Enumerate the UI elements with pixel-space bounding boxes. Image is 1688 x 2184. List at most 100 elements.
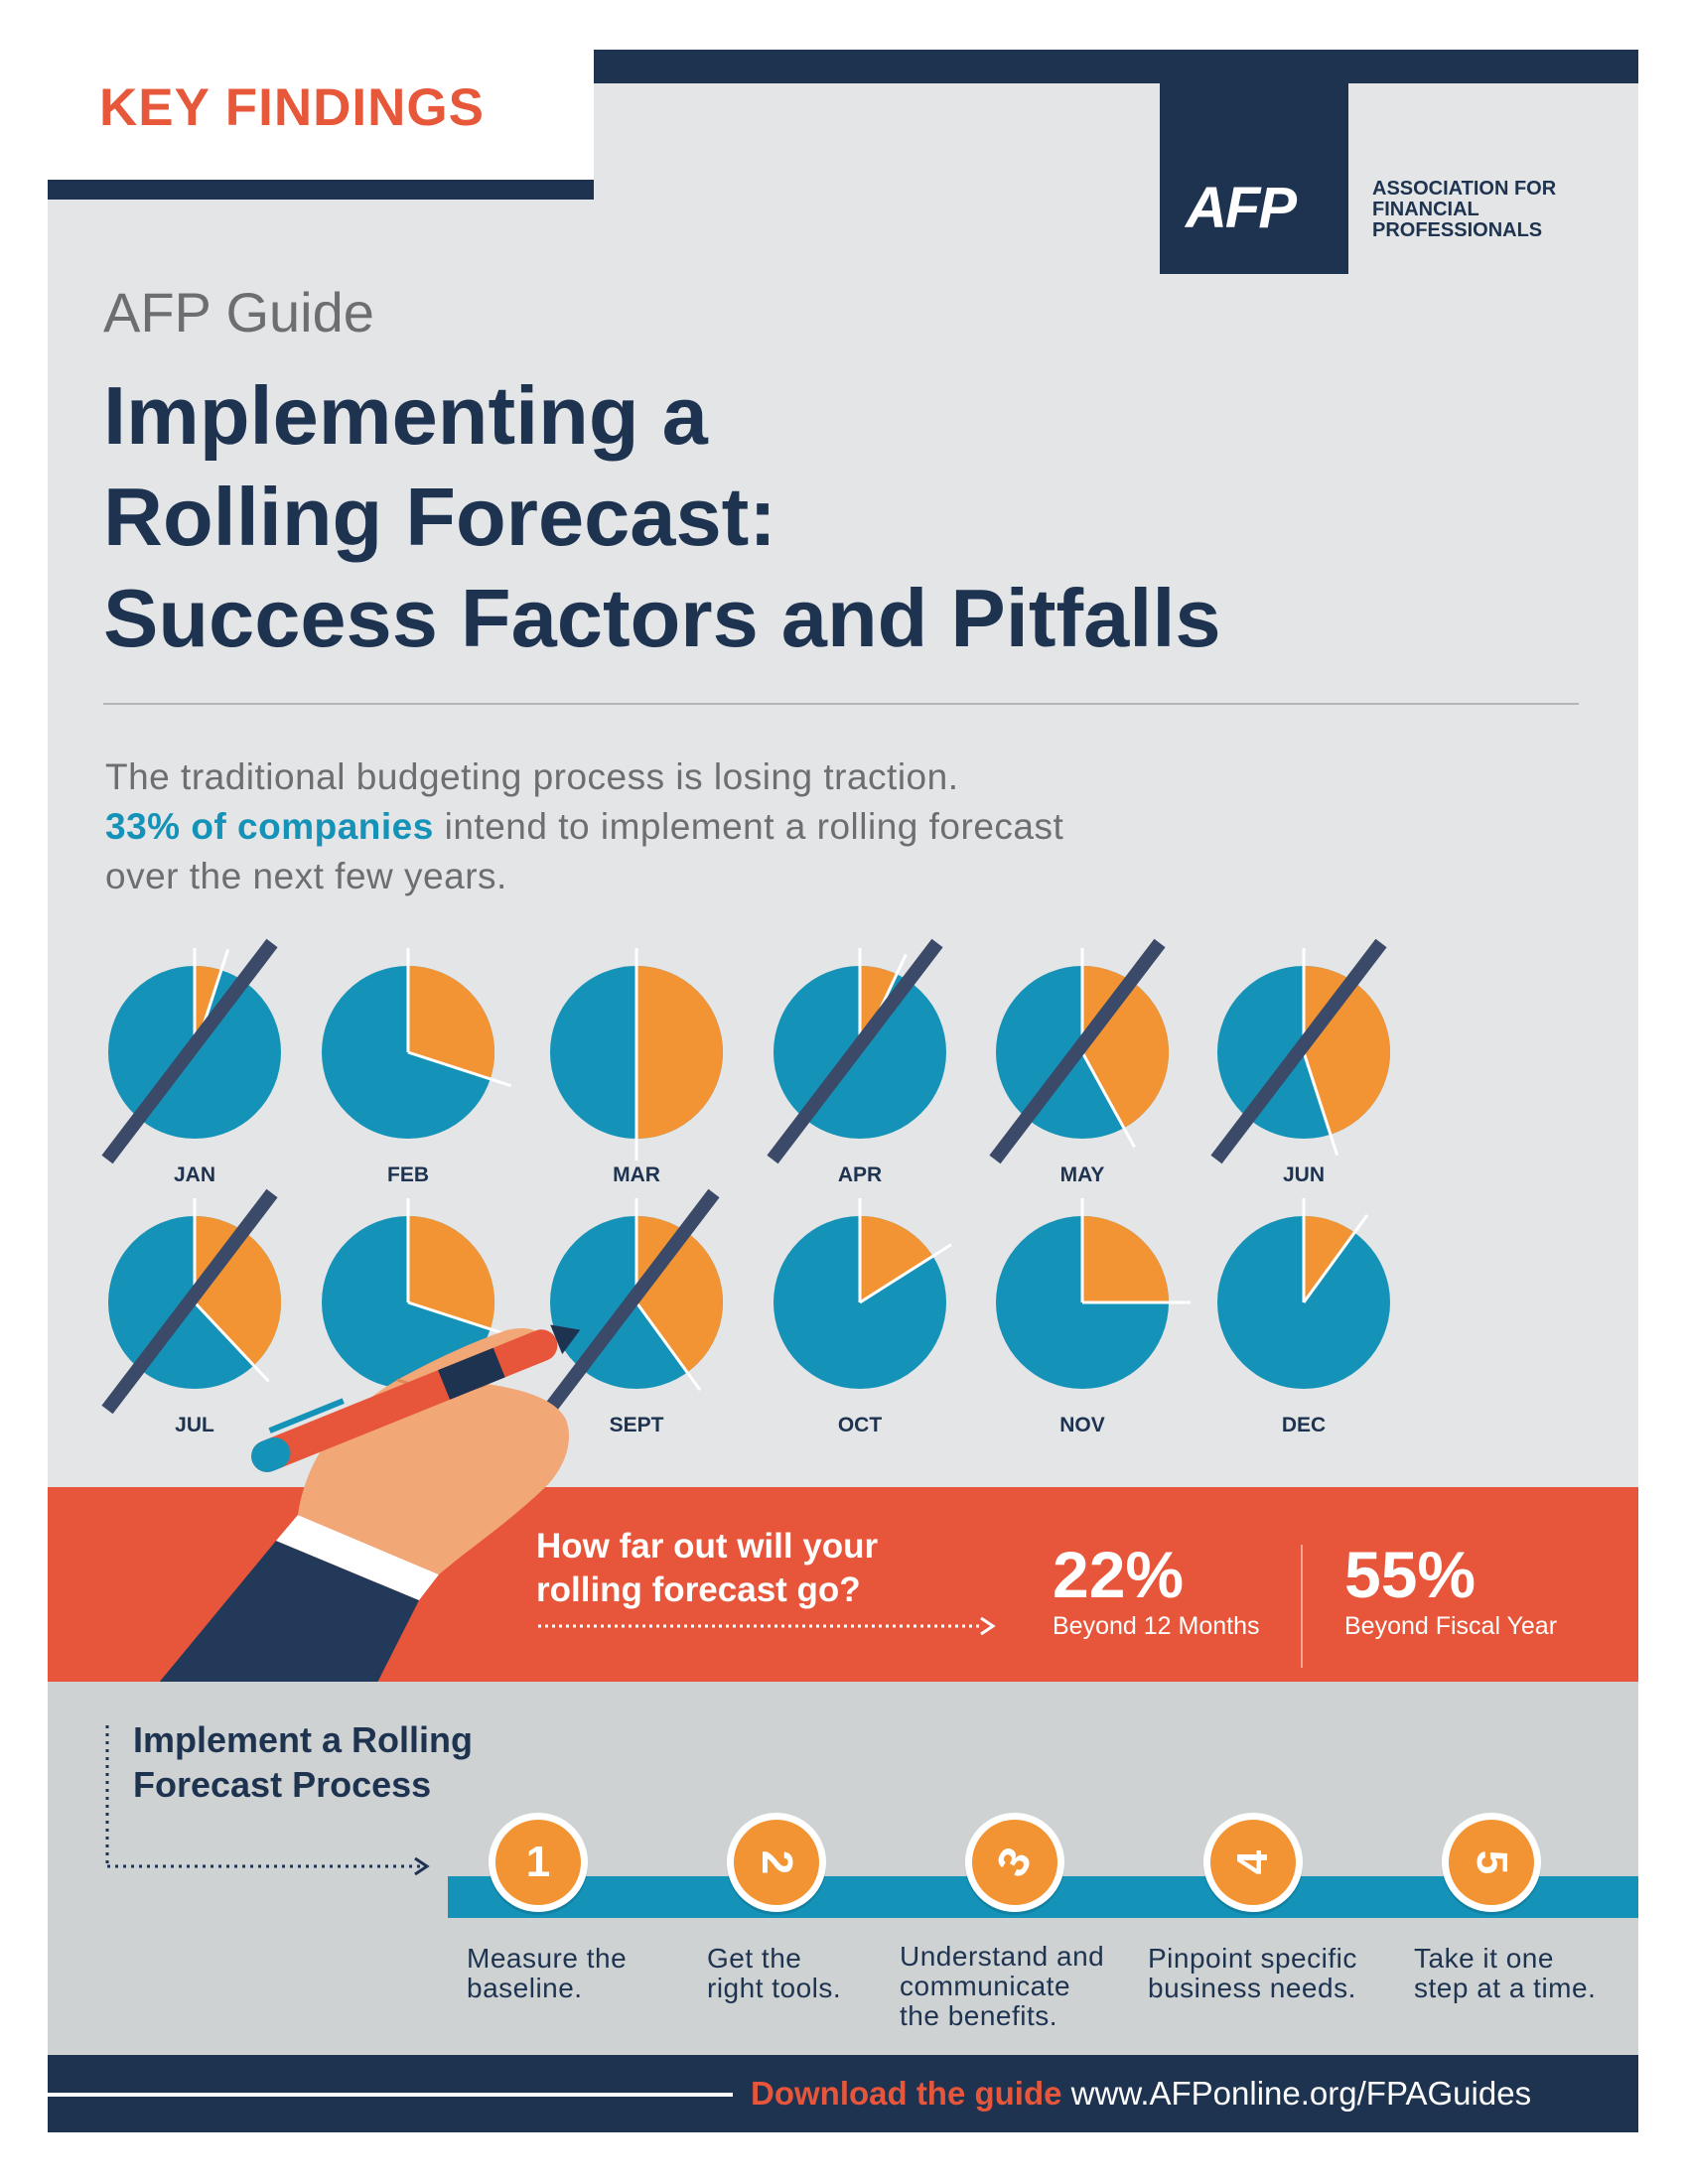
intro-line: 33% of companies intend to implement a r… (105, 802, 1297, 852)
download-guide-cta[interactable]: Download the guide (751, 2075, 1062, 2112)
title-divider (103, 703, 1579, 705)
process-title-line: Implement a Rolling (133, 1719, 474, 1760)
strike-through-mark (101, 1188, 278, 1415)
month-label: JAN (173, 1163, 215, 1186)
pie-slice (408, 966, 494, 1079)
step-text-line: communicate (900, 1971, 1071, 2001)
month-label: NOV (1059, 1414, 1105, 1436)
hand-with-pen-illustration (159, 1324, 581, 1683)
strike-through-mark (543, 1188, 720, 1415)
question-line: rolling forecast go? (536, 1570, 861, 1609)
step-text-line: Get the (707, 1943, 802, 1974)
step-text-line: Understand and (900, 1941, 1105, 1972)
question-line: How far out will your (536, 1527, 879, 1566)
guide-label: AFP Guide (103, 281, 374, 343)
forecast-question: How far out will your rolling forecast g… (536, 1525, 878, 1612)
month-pie (543, 1188, 724, 1415)
month-pie (774, 1198, 952, 1389)
header-top-bar (594, 50, 1638, 83)
step-text-line: Measure the (467, 1943, 628, 1974)
month-pie (550, 948, 723, 1160)
step-text-line: baseline. (467, 1973, 583, 2003)
step-number: 4 (1228, 1849, 1277, 1875)
stat-label: Beyond 12 Months (1053, 1612, 1260, 1640)
pie-slice (636, 966, 723, 1139)
month-pie (767, 938, 946, 1164)
pie-slice (1082, 1216, 1169, 1302)
org-name-line: ASSOCIATION FOR (1372, 178, 1557, 200)
step-1-circle: 1 (489, 1813, 588, 1912)
stat-label: Beyond Fiscal Year (1344, 1612, 1558, 1640)
afp-logo: AFP (1186, 176, 1297, 240)
month-pie (322, 1198, 512, 1389)
process-section (48, 1682, 1638, 2055)
month-label: OCT (837, 1414, 883, 1436)
footer-rule (48, 2093, 733, 2097)
stat-beyond-fiscal-year: 55% Beyond Fiscal Year (1344, 1537, 1557, 1641)
process-title-line: Forecast Process (133, 1764, 432, 1805)
stat-value: 22% (1053, 1538, 1185, 1611)
pie-edge (634, 1301, 702, 1392)
stat-beyond-12-months: 22% Beyond 12 Months (1053, 1537, 1259, 1641)
step-3-circle: 3 (965, 1813, 1064, 1912)
dotted-arrow-icon (538, 1616, 996, 1636)
strike-through-mark (1210, 938, 1387, 1164)
month-pie (989, 938, 1169, 1164)
step-4-text: Pinpoint specific business needs. (1148, 1944, 1357, 2003)
pie-edge (407, 1050, 512, 1088)
month-pie (322, 948, 512, 1139)
month-label: MAY (1059, 1163, 1105, 1186)
step-5-circle: 5 (1442, 1813, 1541, 1912)
pie-edge (859, 1243, 952, 1304)
month-pie (1217, 1198, 1390, 1389)
org-name-line: PROFESSIONALS (1372, 219, 1543, 241)
org-name-line: FINANCIAL (1372, 199, 1479, 220)
page-title: Implementing a Rolling Forecast: Success… (103, 365, 1221, 669)
process-dotted-arrow-icon (105, 1725, 430, 1876)
step-text-line: step at a time. (1414, 1973, 1597, 2003)
step-3-text: Understand and communicate the benefits. (900, 1942, 1104, 2031)
month-label: JUN (1282, 1163, 1325, 1186)
step-text-line: business needs. (1148, 1973, 1356, 2003)
intro-paragraph: The traditional budgeting process is los… (105, 752, 1297, 901)
step-1-text: Measure the baseline. (467, 1944, 627, 2003)
month-label: MAR (613, 1163, 660, 1186)
pie-slice (1304, 1216, 1355, 1302)
title-line: Rolling Forecast: (103, 471, 776, 563)
month-label: JUL (175, 1414, 214, 1436)
process-title: Implement a Rolling Forecast Process (133, 1717, 473, 1807)
pie-edge (407, 1300, 512, 1338)
step-number: 5 (1468, 1849, 1516, 1875)
pie-slice (408, 1216, 494, 1329)
stat-value: 55% (1344, 1538, 1477, 1611)
intro-line: over the next few years. (105, 856, 507, 896)
pie-edge (1302, 1051, 1339, 1157)
month-pie (1210, 938, 1391, 1164)
pie-edge (193, 1300, 270, 1383)
pie-edge (1302, 1213, 1369, 1303)
step-text-line: Take it one (1414, 1943, 1554, 1974)
step-text-line: right tools. (707, 1973, 842, 2003)
pie-slice (860, 1216, 933, 1302)
strike-through-mark (989, 938, 1166, 1164)
month-label: APR (837, 1163, 883, 1186)
header-white-area (48, 50, 594, 200)
stat-divider (1301, 1545, 1303, 1668)
footer-text: Download the guide www.AFPonline.org/FPA… (751, 2075, 1531, 2113)
step-number: 1 (525, 1838, 551, 1886)
pie-slice (195, 1216, 281, 1366)
afp-logo-box (1160, 83, 1348, 274)
step-text-line: Pinpoint specific (1148, 1943, 1357, 1974)
intro-line: The traditional budgeting process is los… (105, 756, 959, 797)
step-5-text: Take it one step at a time. (1414, 1944, 1596, 2003)
title-line: Success Factors and Pitfalls (103, 572, 1221, 664)
month-pie (101, 1188, 281, 1415)
step-number: 2 (753, 1849, 801, 1875)
month-pie (996, 1198, 1191, 1389)
month-label: FEB (387, 1163, 429, 1186)
strike-through-mark (767, 938, 943, 1164)
footer-url-link[interactable]: www.AFPonline.org/FPAGuides (1070, 2075, 1532, 2112)
pie-edge (1080, 1051, 1136, 1149)
step-text-line: the benefits. (900, 2000, 1058, 2031)
